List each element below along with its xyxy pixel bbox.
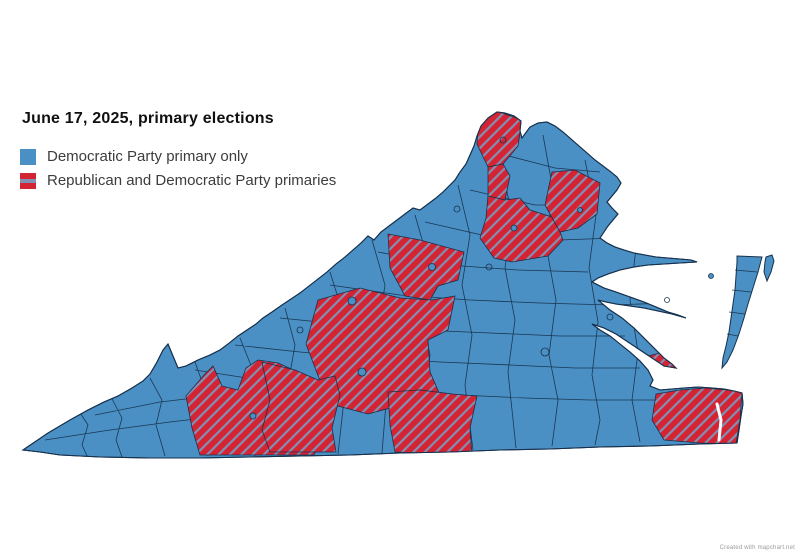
county-group-shenandoah-strip[interactable] xyxy=(487,163,511,201)
legend-item-democratic: Democratic Party primary only xyxy=(20,148,336,165)
independent-cities xyxy=(249,136,670,420)
legend-item-republican-democratic: Republican and Democratic Party primarie… xyxy=(20,172,336,189)
county-group-valley-west[interactable] xyxy=(387,233,465,301)
legend-swatch-democratic-icon xyxy=(20,148,36,165)
county-group-fauquier[interactable] xyxy=(544,169,601,233)
eastern-shore[interactable] xyxy=(721,255,763,370)
legend: Democratic Party primary only Republican… xyxy=(20,148,336,189)
elizabeth-river xyxy=(715,402,723,442)
tangier-island[interactable] xyxy=(708,273,714,279)
map-title: June 17, 2025, primary elections xyxy=(22,110,274,127)
state-border xyxy=(21,111,744,459)
county-group-southside[interactable] xyxy=(387,389,478,456)
legend-label-democratic: Democratic Party primary only xyxy=(47,148,248,165)
legend-swatch-republican-democratic-icon xyxy=(20,172,36,189)
county-group-hampton-roads[interactable] xyxy=(651,387,743,445)
attribution: Created with mapchart.net xyxy=(719,545,795,551)
county-group-piedmont-north[interactable] xyxy=(479,195,564,263)
barrier-island[interactable] xyxy=(763,254,775,283)
legend-label-republican-democratic: Republican and Democratic Party primarie… xyxy=(47,172,337,189)
eastern-shore-county-borders xyxy=(726,269,758,337)
county-group-south-central[interactable] xyxy=(261,361,341,453)
